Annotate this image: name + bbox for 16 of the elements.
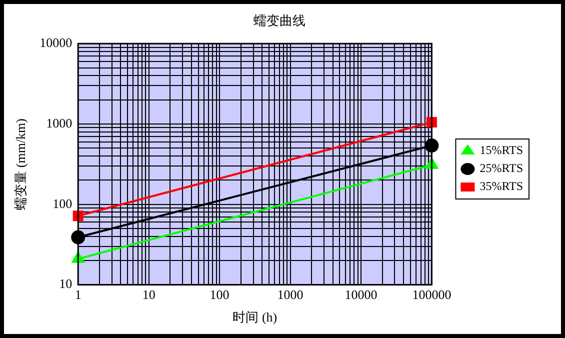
- legend-label: 25%RTS: [480, 161, 524, 176]
- legend-label: 15%RTS: [480, 143, 524, 158]
- x-tick-label: 1000: [277, 287, 304, 302]
- y-tick-label: 100: [52, 196, 72, 211]
- x-tick-label: 10000: [344, 287, 378, 302]
- chart-title: 蠕变曲线: [254, 13, 306, 28]
- x-tick-label: 100: [210, 287, 230, 302]
- y-tick-label: 10: [59, 276, 72, 292]
- y-tick-label: 10000: [40, 35, 72, 50]
- x-tick-label: 1: [74, 287, 82, 302]
- y-axis-title: 蠕变量 (mm/km): [13, 118, 28, 210]
- x-axis-title: 时间 (h): [232, 310, 278, 325]
- legend-label: 35%RTS: [480, 179, 524, 194]
- x-tick-label: 10: [142, 287, 156, 302]
- x-tick-label: 100000: [412, 287, 452, 302]
- y-tick-label: 1000: [46, 115, 72, 130]
